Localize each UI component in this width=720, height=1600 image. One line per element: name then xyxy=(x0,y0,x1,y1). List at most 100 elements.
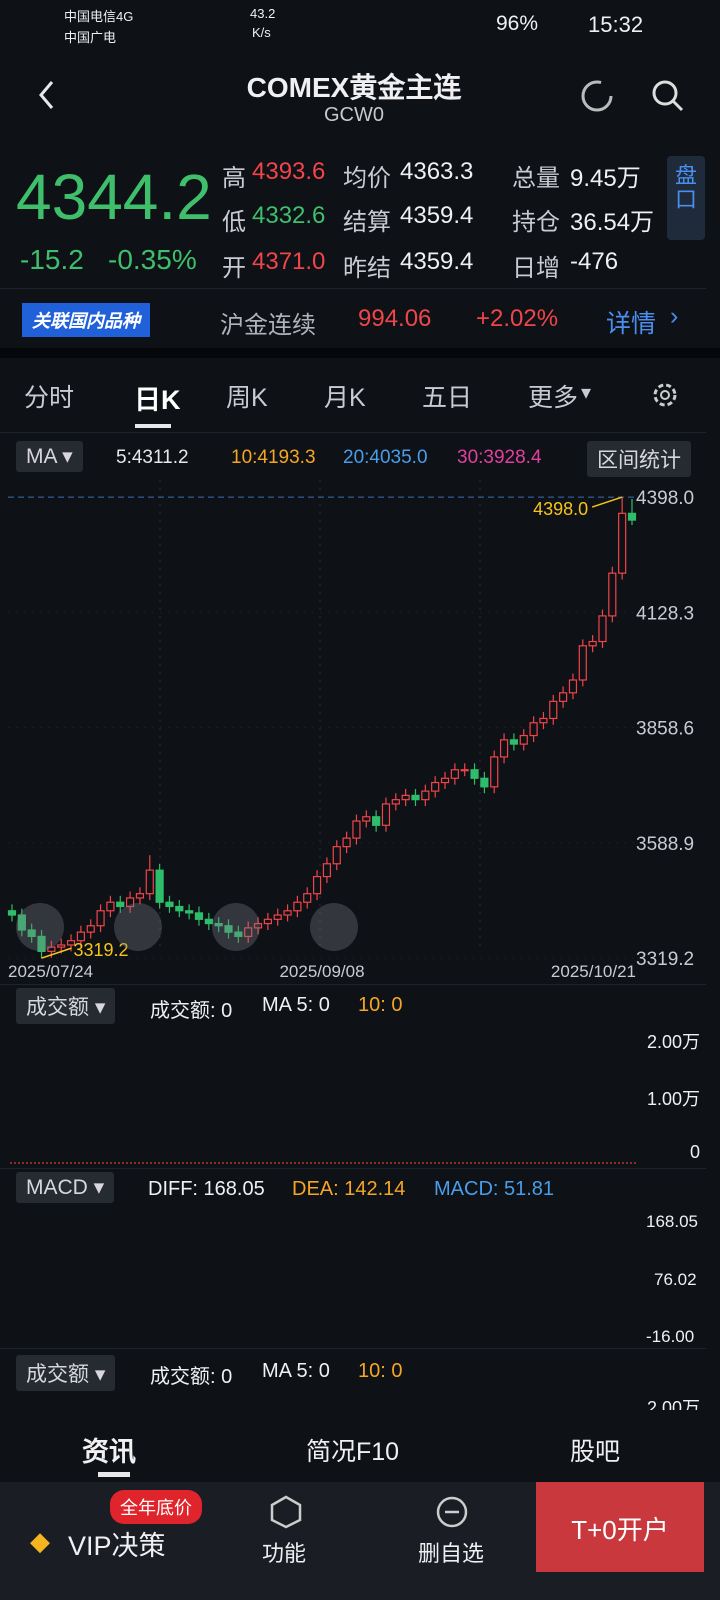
tab[interactable]: 资讯 xyxy=(82,1437,136,1467)
candle-body xyxy=(568,679,578,694)
candle-body xyxy=(509,739,519,745)
tab[interactable]: 简况F10 xyxy=(306,1438,400,1466)
min-pointer xyxy=(41,947,72,959)
stat-label: 均价 xyxy=(343,165,391,192)
candle-body xyxy=(57,944,66,948)
candle-body xyxy=(450,769,459,779)
zoom-in-button[interactable] xyxy=(212,903,260,951)
macd-selector[interactable]: MACD ▾ xyxy=(16,1172,115,1203)
candle-body xyxy=(145,869,154,895)
volume-selector-label: 成交额 xyxy=(26,996,89,1019)
prev-button[interactable] xyxy=(16,903,64,951)
zoom-out-button[interactable] xyxy=(114,903,162,951)
candle-body xyxy=(332,846,341,865)
function-button[interactable]: 功能 xyxy=(262,1541,307,1566)
candle-body xyxy=(549,700,558,720)
related-badge: 关联国内品种 xyxy=(22,303,150,337)
candle-body xyxy=(588,640,597,647)
ma-selector[interactable]: MA ▾ xyxy=(16,441,83,472)
volume-tick: 1.00万 xyxy=(646,1089,700,1109)
stat-value: 4332.6 xyxy=(252,202,326,229)
promo-badge: 全年底价 xyxy=(110,1490,202,1524)
candle-body xyxy=(627,512,637,521)
period-tab[interactable]: 日K xyxy=(134,385,181,415)
candle-body xyxy=(37,935,46,952)
candle-body xyxy=(106,901,115,912)
candle-body xyxy=(529,722,538,737)
related-name: 沪金连续 xyxy=(220,312,316,339)
expand-button[interactable] xyxy=(310,903,358,951)
stat-value: 4371.0 xyxy=(252,248,326,275)
order-book-label: 盘口 xyxy=(675,163,698,212)
vip-button[interactable]: VIP决策 xyxy=(68,1531,166,1561)
candle-body xyxy=(86,925,95,933)
candle-body xyxy=(47,946,56,952)
price-tick-label: 3588.9 xyxy=(636,834,694,855)
related-change: +2.02% xyxy=(476,305,559,332)
period-tab[interactable]: 月K xyxy=(324,384,366,412)
period-tab[interactable]: 更多 xyxy=(528,384,579,412)
date-label: 2025/09/08 xyxy=(279,962,364,981)
candle-body xyxy=(421,790,430,801)
period-tab[interactable]: 分时 xyxy=(24,384,75,412)
watchlist-button[interactable]: 删自选 xyxy=(418,1541,485,1566)
stat-value: 4359.4 xyxy=(400,202,474,229)
tab[interactable]: 股吧 xyxy=(570,1438,621,1466)
candle-body xyxy=(7,910,17,916)
divider xyxy=(0,984,706,985)
last-price: 4344.2 xyxy=(16,161,212,233)
macd-tick: 168.05 xyxy=(646,1212,698,1231)
divider xyxy=(0,348,720,358)
candle-body xyxy=(116,901,125,908)
stat-label: 日增 xyxy=(512,255,560,282)
period-tab[interactable]: 周K xyxy=(226,384,268,412)
diff: DIFF: 168.05 xyxy=(148,1178,265,1200)
clock: 15:32 xyxy=(588,12,644,37)
back-button[interactable] xyxy=(34,78,60,112)
price-tick-label: 3319.2 xyxy=(636,949,694,970)
bottom-tabs xyxy=(0,1410,720,1482)
stat-value: 36.54万 xyxy=(570,209,655,236)
candle-body xyxy=(499,739,509,758)
watchlist-icon xyxy=(436,1496,468,1528)
candle-body xyxy=(283,910,292,916)
search-button[interactable] xyxy=(648,76,688,116)
candle-body xyxy=(293,901,302,912)
candle-body xyxy=(17,914,26,931)
candle-body xyxy=(519,734,528,745)
refresh-button[interactable] xyxy=(578,76,618,116)
macd-tick: -16.00 xyxy=(646,1327,695,1346)
candle-body xyxy=(381,803,391,826)
volume-selector-label: 成交额 xyxy=(26,1363,89,1386)
candle-body xyxy=(253,922,263,929)
settings-button[interactable] xyxy=(648,378,682,412)
range-stats-button[interactable]: 区间统计 xyxy=(587,441,691,477)
candle-body xyxy=(194,912,204,920)
volume-selector[interactable]: 成交额 ▾ xyxy=(16,1355,116,1391)
candle-body xyxy=(470,769,479,779)
carrier: 中国广电 xyxy=(64,30,117,45)
candle-body xyxy=(352,820,361,839)
period-tab[interactable]: 五日 xyxy=(422,384,473,412)
candle-body xyxy=(76,931,85,942)
volume-baseline xyxy=(10,1162,636,1164)
change-pct: -0.35% xyxy=(108,244,197,275)
candle-body xyxy=(411,794,420,801)
order-book-button[interactable]: 盘口 xyxy=(667,156,705,240)
macd: MACD: 51.81 xyxy=(434,1178,555,1200)
volume-selector[interactable]: 成交额 ▾ xyxy=(16,988,116,1024)
candle-body xyxy=(175,905,184,912)
price-tick-label: 4398.0 xyxy=(636,488,694,509)
candle-body xyxy=(372,816,381,826)
related-link[interactable]: 详情 xyxy=(606,310,657,338)
tab-indicator xyxy=(135,424,171,428)
net-speed-unit: K/s xyxy=(252,25,271,40)
volume-tick: 2.00万 xyxy=(646,1032,700,1052)
volume-ma10: 10: 0 xyxy=(358,1360,403,1382)
dea: DEA: 142.14 xyxy=(292,1178,406,1200)
macd-tick: 76.02 xyxy=(654,1270,697,1289)
title: COMEX黄金主连 xyxy=(246,72,462,103)
volume-value: 成交额: 0 xyxy=(150,1000,233,1022)
open-account-button[interactable]: T+0开户 xyxy=(536,1482,704,1572)
stat-value: -476 xyxy=(570,248,619,275)
